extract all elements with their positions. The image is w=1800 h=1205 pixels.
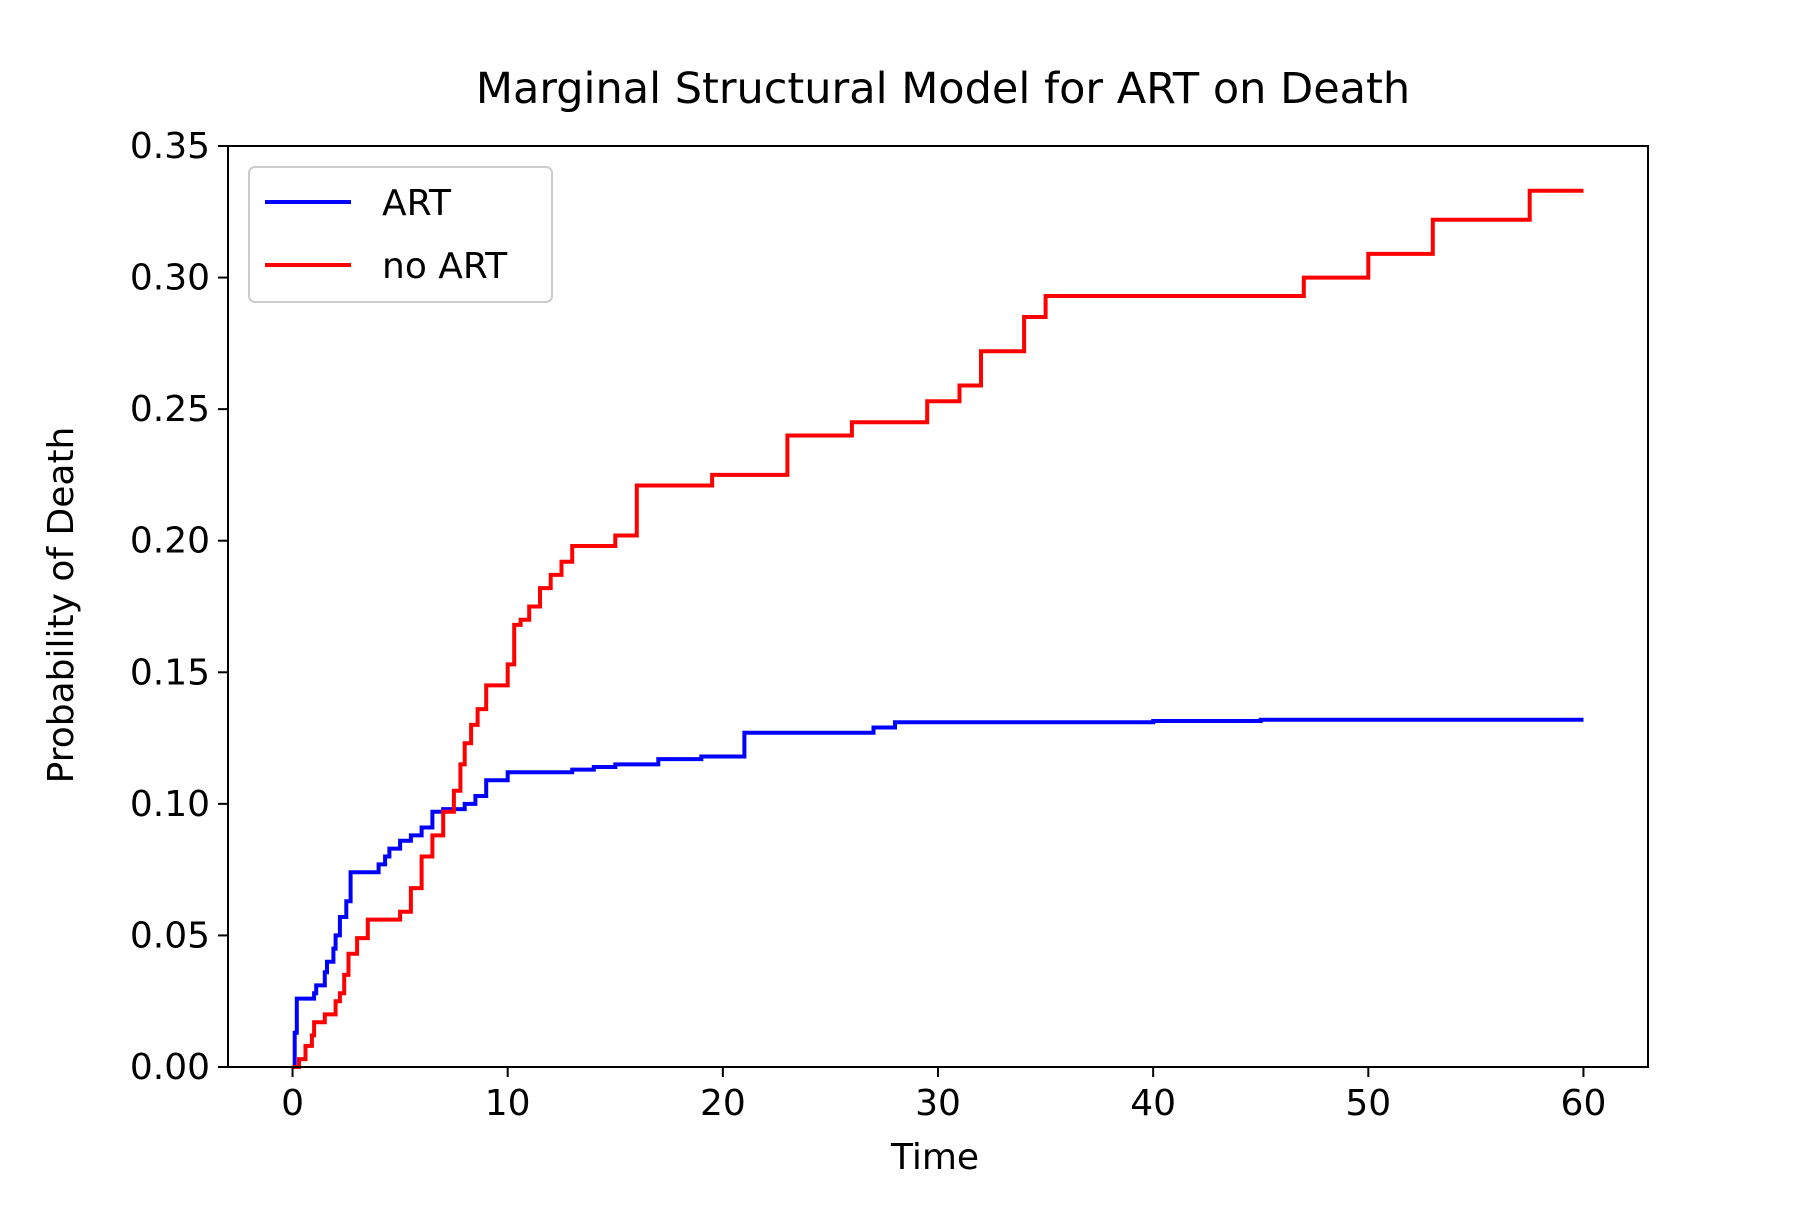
y-tick-label: 0.20 <box>130 521 210 562</box>
x-axis-label: Time <box>890 1137 979 1178</box>
x-tick-label: 40 <box>1130 1083 1176 1124</box>
x-tick-label: 30 <box>915 1083 961 1124</box>
series-layer <box>292 188 1584 1069</box>
series-line-art <box>292 717 1584 1069</box>
axes: 0 10 20 30 40 50 60 0.00 0.05 0.10 0.15 0.20 0.25 0.3… <box>130 126 1649 1124</box>
series-line-no-art <box>292 188 1584 1069</box>
chart-title: Marginal Structural Model for ART on Dea… <box>476 64 1410 114</box>
legend: ART no ART <box>248 166 553 303</box>
legend-label-no-art: no ART <box>382 246 508 287</box>
y-tick-label: 0.00 <box>130 1047 210 1088</box>
x-tick-label: 10 <box>485 1083 531 1124</box>
x-tick-label: 0 <box>281 1083 304 1124</box>
y-tick-label: 0.10 <box>130 784 210 825</box>
y-tick-label: 0.25 <box>130 389 210 430</box>
x-tick-label: 60 <box>1561 1083 1607 1124</box>
y-tick-label: 0.30 <box>130 258 210 299</box>
x-tick-label: 20 <box>700 1083 746 1124</box>
y-tick-label: 0.15 <box>130 652 210 693</box>
y-tick-label: 0.35 <box>130 126 210 167</box>
y-axis-label: Probability of Death <box>41 427 82 784</box>
legend-label-art: ART <box>382 183 452 224</box>
y-tick-label: 0.05 <box>130 915 210 956</box>
x-tick-label: 50 <box>1345 1083 1391 1124</box>
